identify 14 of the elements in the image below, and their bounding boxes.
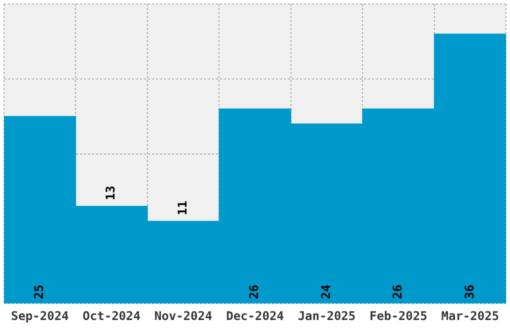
data-label: 24 bbox=[318, 284, 333, 300]
data-label: 26 bbox=[390, 284, 405, 300]
x-tick-label: Jan-2025 bbox=[298, 308, 356, 323]
data-label: 11 bbox=[175, 200, 190, 216]
data-label: 25 bbox=[32, 284, 46, 300]
x-tick-label: Dec-2024 bbox=[226, 308, 284, 323]
data-label: 26 bbox=[247, 284, 262, 300]
x-tick-label: Feb-2025 bbox=[370, 308, 428, 323]
data-label: 13 bbox=[104, 186, 118, 200]
x-tick-label: Sep-2024 bbox=[10, 308, 69, 323]
x-tick-label: Oct-2024 bbox=[82, 308, 140, 323]
data-label: 36 bbox=[462, 284, 476, 300]
x-tick-label: Mar-2025 bbox=[441, 308, 500, 323]
x-tick-label: Nov-2024 bbox=[154, 308, 212, 323]
